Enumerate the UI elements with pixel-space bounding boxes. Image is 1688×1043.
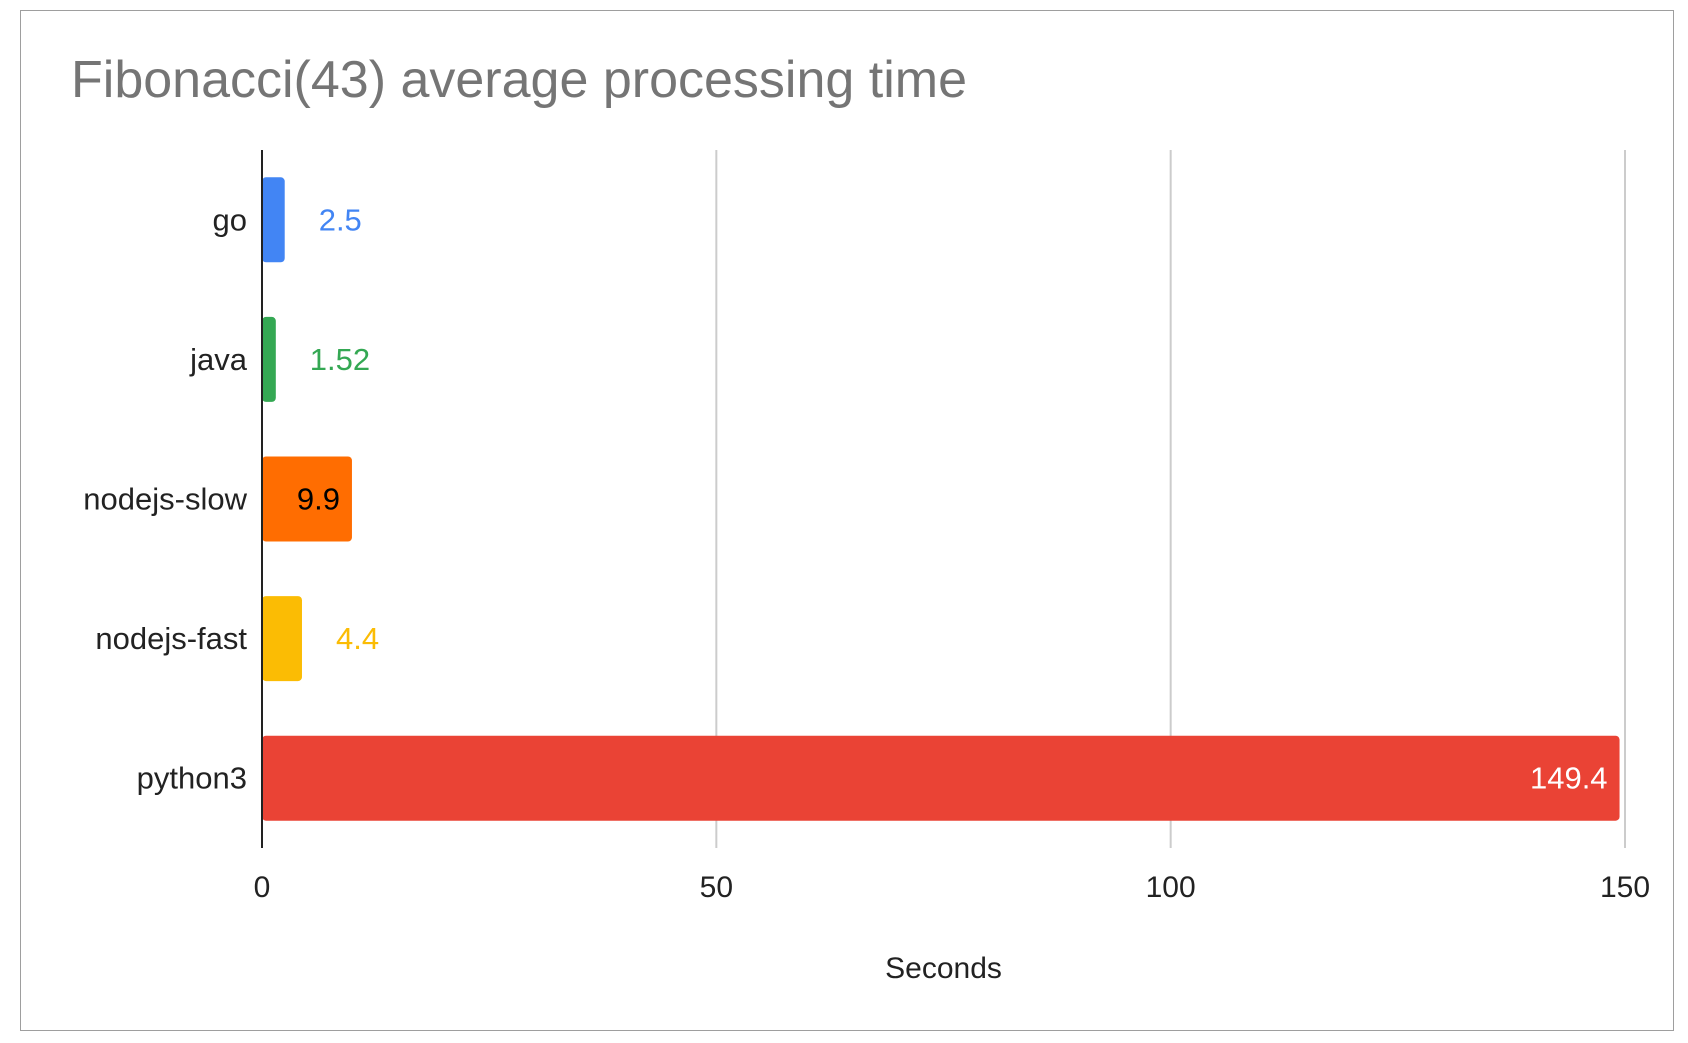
grid-lines [715,150,1626,848]
category-label: go [213,202,247,237]
bars [262,177,1620,821]
x-tick-label: 0 [254,871,271,904]
bar-go [262,177,285,263]
bar-python3 [262,735,1620,821]
chart-title: Fibonacci(43) average processing time [71,51,967,109]
bar-nodejs-slow [262,456,352,542]
bar-nodejs-fast [262,596,302,682]
x-tick-label: 50 [700,871,733,904]
data-label: 2.5 [319,202,362,237]
x-axis-title: Seconds [885,952,1002,985]
category-label: nodejs-fast [95,621,247,656]
category-label: java [189,342,248,377]
category-label: python3 [137,761,247,796]
x-tick-label: 100 [1146,871,1196,904]
data-label: 1.52 [310,342,370,377]
data-label: 4.4 [336,621,379,656]
labels: 0 50 100 150 go 2.5 java 1.52 nodejs-slow 9.9 node… [83,202,1650,904]
bar-java [262,316,276,402]
data-label: 149.4 [1530,761,1608,796]
x-tick-label: 150 [1600,871,1650,904]
data-label: 9.9 [297,482,340,517]
category-label: nodejs-slow [83,482,247,517]
